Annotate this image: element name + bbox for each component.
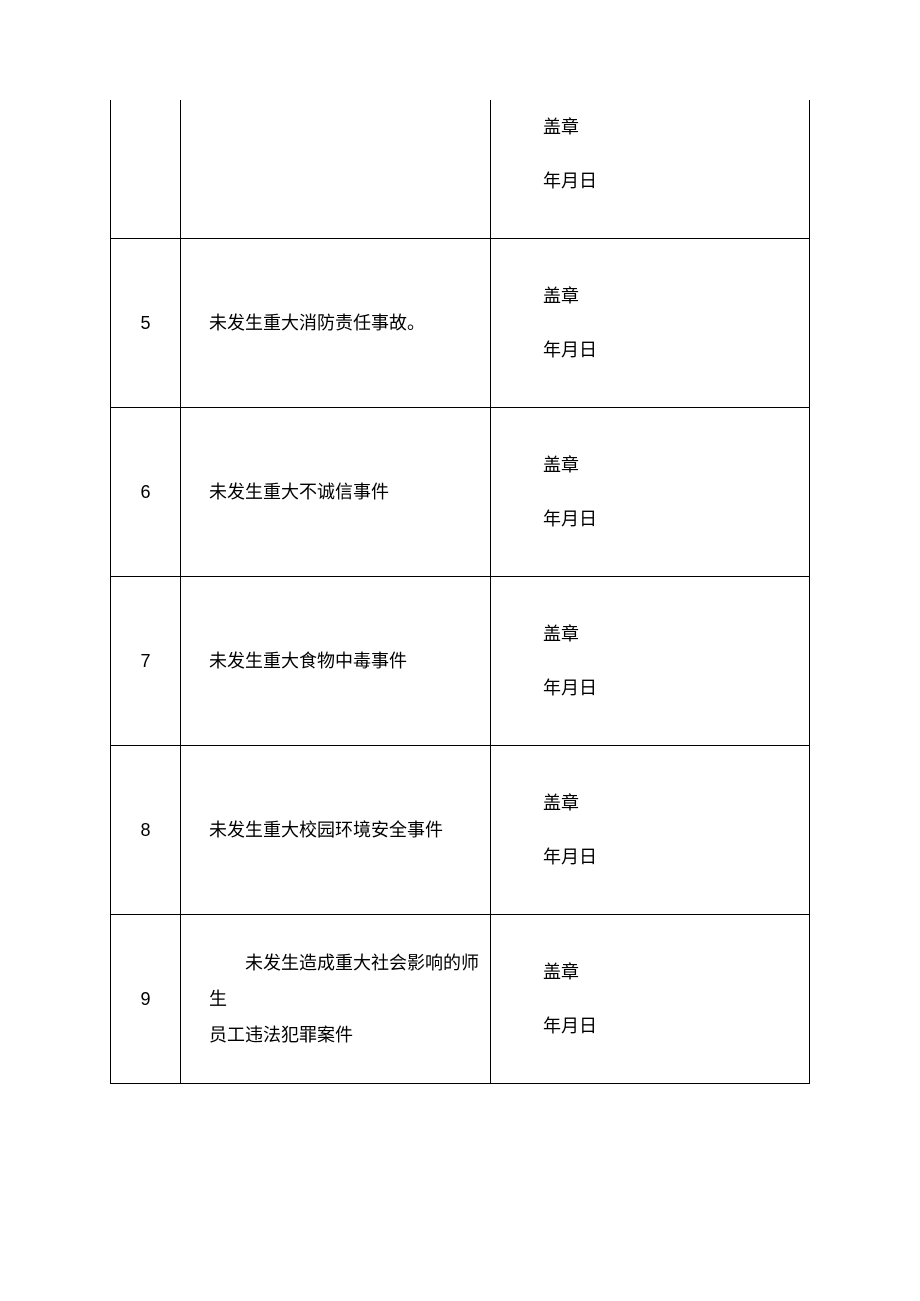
stamp-label: 盖章 — [543, 776, 809, 830]
table-body: 盖章 年月日 5 未发生重大消防责任事故。 盖章 年月日 6 未发生重大不诚信事… — [111, 100, 810, 1084]
index-cell: 8 — [111, 746, 181, 915]
table-row: 7 未发生重大食物中毒事件 盖章 年月日 — [111, 577, 810, 746]
stamp-cell: 盖章 年月日 — [491, 100, 810, 239]
date-label: 年月日 — [543, 999, 809, 1053]
stamp-cell: 盖章 年月日 — [491, 915, 810, 1084]
stamp-cell: 盖章 年月日 — [491, 577, 810, 746]
description-line1: 未发生造成重大社会影响的师生 — [209, 945, 480, 1017]
index-cell: 5 — [111, 239, 181, 408]
date-label: 年月日 — [543, 492, 809, 546]
table-row: 盖章 年月日 — [111, 100, 810, 239]
description-cell: 未发生重大校园环境安全事件 — [181, 746, 491, 915]
stamp-cell: 盖章 年月日 — [491, 746, 810, 915]
index-cell: 7 — [111, 577, 181, 746]
stamp-label: 盖章 — [543, 945, 809, 999]
stamp-cell: 盖章 年月日 — [491, 239, 810, 408]
table-row: 9 未发生造成重大社会影响的师生 员工违法犯罪案件 盖章 年月日 — [111, 915, 810, 1084]
description-cell: 未发生重大食物中毒事件 — [181, 577, 491, 746]
stamp-cell: 盖章 年月日 — [491, 408, 810, 577]
description-line2: 员工违法犯罪案件 — [209, 1017, 480, 1053]
stamp-label: 盖章 — [543, 269, 809, 323]
date-label: 年月日 — [543, 323, 809, 377]
index-cell: 9 — [111, 915, 181, 1084]
document-table: 盖章 年月日 5 未发生重大消防责任事故。 盖章 年月日 6 未发生重大不诚信事… — [110, 100, 810, 1084]
table-row: 8 未发生重大校园环境安全事件 盖章 年月日 — [111, 746, 810, 915]
stamp-label: 盖章 — [543, 607, 809, 661]
date-label: 年月日 — [543, 661, 809, 715]
description-cell — [181, 100, 491, 239]
date-label: 年月日 — [543, 154, 809, 208]
stamp-label: 盖章 — [543, 438, 809, 492]
description-cell: 未发生造成重大社会影响的师生 员工违法犯罪案件 — [181, 915, 491, 1084]
table-row: 6 未发生重大不诚信事件 盖章 年月日 — [111, 408, 810, 577]
index-cell: 6 — [111, 408, 181, 577]
index-cell — [111, 100, 181, 239]
table-row: 5 未发生重大消防责任事故。 盖章 年月日 — [111, 239, 810, 408]
stamp-label: 盖章 — [543, 100, 809, 154]
description-cell: 未发生重大不诚信事件 — [181, 408, 491, 577]
date-label: 年月日 — [543, 830, 809, 884]
description-cell: 未发生重大消防责任事故。 — [181, 239, 491, 408]
